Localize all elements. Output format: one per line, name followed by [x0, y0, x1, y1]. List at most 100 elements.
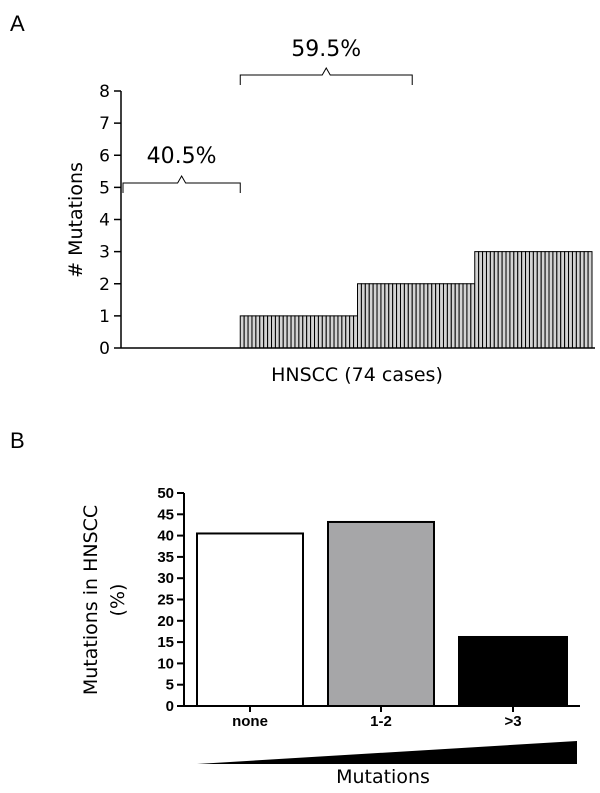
panel-a-y-tick-label: 1: [99, 307, 110, 327]
panel-a-y-tick-label: 2: [99, 275, 110, 295]
mutation-bar-64: [368, 283, 374, 349]
annotation-brace: [122, 174, 241, 193]
mutation-bar-60: [353, 315, 358, 349]
mutation-bar-47: [302, 315, 308, 349]
mutation-bar-106: [532, 251, 538, 349]
mutation-bar-62: [360, 283, 366, 349]
panel-b-y-tick-label: 20: [157, 613, 174, 630]
mutation-bar-89: [466, 283, 472, 349]
mutation-bar-34: [251, 315, 257, 349]
mutation-bar-43: [286, 315, 292, 349]
mutation-bar-37: [263, 315, 269, 349]
mutation-bar-86: [454, 283, 460, 349]
mutation-bar-102: [517, 251, 523, 349]
panel-a-y-axis: 0 1 2 3 4 5 6 7 8: [99, 82, 595, 359]
panel-b-y-axis: 0 5 10 15 20 25 30 35 40 45 50: [157, 485, 580, 715]
mutation-bar-115: [568, 251, 573, 349]
mutation-bar-91: [474, 251, 480, 349]
mutation-bar-98: [501, 251, 507, 349]
panel-b-y-tick-label: 25: [157, 592, 174, 609]
mutation-bar-103: [521, 251, 527, 349]
mutation-bar-38: [267, 315, 273, 349]
panel-a-y-axis-title: # Mutations: [65, 162, 87, 278]
mutation-bar-94: [485, 251, 491, 349]
panel-a-y-tick-label: 8: [99, 82, 110, 102]
mutation-bar-99: [505, 251, 511, 349]
mutation-bar-75: [411, 283, 417, 349]
panel-a-y-tick-label: 0: [99, 339, 110, 359]
mutation-bar-54: [329, 315, 335, 349]
mutation-bar-119: [583, 251, 589, 349]
panel-a-bars: [239, 251, 593, 349]
mutation-bar-71: [396, 283, 401, 349]
mutation-bar-73: [403, 283, 409, 349]
mutation-bar-40: [274, 315, 280, 349]
mutation-bar-112: [556, 251, 562, 349]
mutation-bar-105: [528, 251, 534, 349]
mutation-bar-90: [470, 283, 476, 349]
panel-a-x-axis-title: HNSCC (74 cases): [271, 364, 443, 386]
mutation-bar-39: [271, 315, 276, 349]
mutation-bar-52: [321, 315, 327, 349]
mutation-bar-96: [493, 251, 499, 349]
mutation-bar-49: [310, 315, 316, 349]
mutation-bar-61: [357, 283, 362, 349]
mutation-bar-79: [427, 283, 433, 349]
mutation-bar-53: [325, 315, 331, 349]
panel-b-y-axis-title-line1: Mutations in HNSCC: [80, 505, 102, 695]
mutation-bar-88: [462, 283, 468, 349]
panel-a-y-tick-label: 6: [99, 146, 110, 166]
panel-a-y-tick-label: 5: [99, 178, 110, 198]
mutation-bar-82: [439, 283, 444, 349]
panel-b-y-tick-label: 40: [157, 528, 174, 545]
mutation-bar-107: [536, 251, 542, 349]
mutation-bar-95: [489, 251, 495, 349]
mutation-bar-69: [388, 283, 394, 349]
mutation-bar-59: [349, 315, 355, 349]
panel-b-y-tick-label: 35: [157, 549, 174, 566]
bar-gt3: [458, 635, 568, 707]
panel-a-label: A: [10, 11, 25, 36]
mutation-bar-110: [548, 251, 554, 349]
mutation-bar-81: [435, 283, 441, 349]
panel-a-annotations: 40.5% 59.5%: [122, 37, 413, 193]
mutation-bar-116: [571, 251, 577, 349]
mutation-bar-67: [380, 283, 386, 349]
mutation-bar-44: [290, 315, 296, 349]
mutation-bar-111: [552, 251, 558, 349]
panel-b-y-axis-title-line2: (%): [107, 584, 129, 617]
annotation-label: 40.5%: [147, 144, 217, 169]
mutation-bar-117: [575, 251, 581, 349]
panel-b-x-axis-title: Mutations: [336, 766, 430, 788]
mutation-bar-45: [294, 315, 300, 349]
mutation-bar-118: [579, 251, 585, 349]
panel-b-x-tick-label: none: [232, 713, 268, 730]
mutation-bar-100: [509, 251, 515, 349]
panel-b-y-tick-label: 15: [157, 634, 174, 651]
mutation-bar-76: [415, 283, 421, 349]
bar-1-2: [327, 520, 435, 707]
mutation-bar-87: [458, 283, 464, 349]
mutation-bar-101: [513, 251, 519, 349]
panel-b-label: B: [10, 428, 25, 453]
mutation-bar-83: [442, 283, 448, 349]
mutation-bar-97: [497, 251, 503, 349]
mutation-bar-51: [317, 315, 323, 349]
mutation-bar-66: [376, 283, 382, 349]
mutation-bar-65: [372, 283, 378, 349]
mutation-bar-74: [407, 283, 413, 349]
bar-none: [196, 532, 304, 707]
panel-b-y-tick-label: 50: [157, 485, 174, 502]
annotation-label: 59.5%: [291, 37, 361, 62]
mutation-bar-63: [364, 283, 370, 349]
mutation-bar-42: [282, 315, 288, 349]
mutation-bar-33: [247, 315, 253, 349]
mutation-bar-48: [306, 315, 312, 349]
mutation-bar-104: [525, 251, 530, 349]
panel-b-y-tick-label: 45: [157, 506, 174, 523]
panel-b-y-tick-label: 10: [157, 655, 174, 672]
mutation-bar-46: [298, 315, 304, 349]
panel-b-y-tick-label: 0: [166, 698, 174, 715]
panel-b-x-tick-label: >3: [504, 713, 521, 730]
